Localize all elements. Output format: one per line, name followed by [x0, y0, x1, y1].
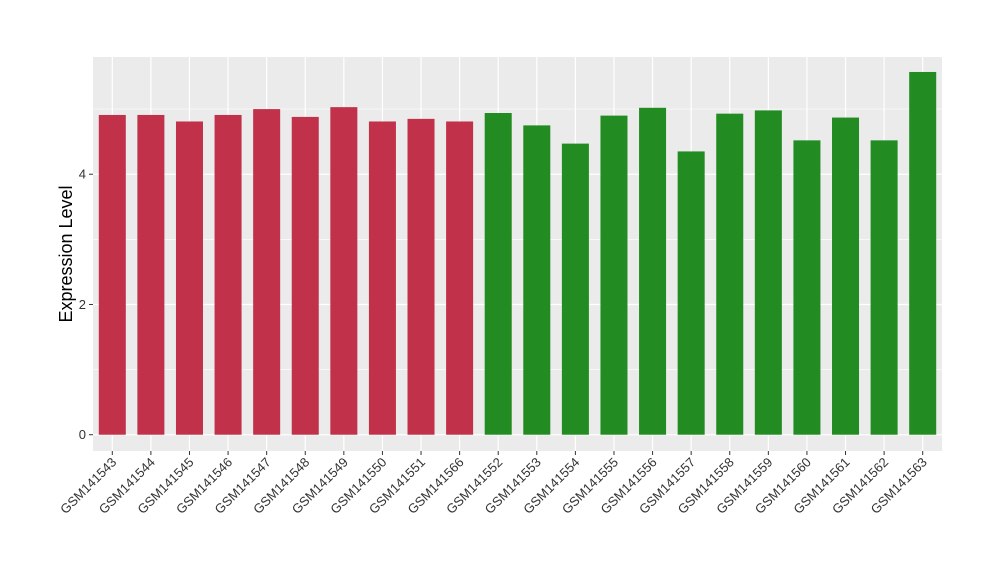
bar-GSM141556: [639, 107, 667, 435]
y-axis: 0 2 4: [79, 167, 93, 442]
x-axis: GSM141543GSM141544GSM141545GSM141546GSM1…: [57, 451, 930, 517]
bar-GSM141553: [523, 125, 551, 435]
bar-GSM141559: [754, 110, 782, 435]
bar-GSM141545: [175, 121, 203, 435]
bar-GSM141566: [446, 121, 474, 435]
bar-GSM141562: [870, 140, 898, 435]
bar-GSM141554: [561, 143, 589, 435]
bar-GSM141549: [330, 107, 358, 435]
y-tick-label: 4: [79, 167, 86, 182]
bar-GSM141544: [137, 114, 165, 435]
bar-GSM141547: [253, 109, 281, 435]
bars: [98, 71, 937, 435]
bar-GSM141558: [716, 113, 744, 435]
bar-GSM141561: [832, 117, 860, 435]
bar-GSM141546: [214, 114, 242, 435]
bar-GSM141548: [291, 116, 319, 435]
bar-GSM141563: [909, 71, 937, 435]
bar-GSM141555: [600, 115, 628, 435]
bar-GSM141560: [793, 140, 821, 435]
y-tick-label: 0: [79, 427, 86, 442]
y-tick-label: 2: [79, 297, 86, 312]
bar-GSM141552: [484, 113, 512, 435]
bar-GSM141557: [677, 151, 705, 435]
bar-GSM141551: [407, 118, 435, 435]
y-axis-title: Expression Level: [56, 185, 76, 322]
bar-GSM141543: [98, 114, 126, 435]
bar-GSM141550: [368, 121, 396, 435]
